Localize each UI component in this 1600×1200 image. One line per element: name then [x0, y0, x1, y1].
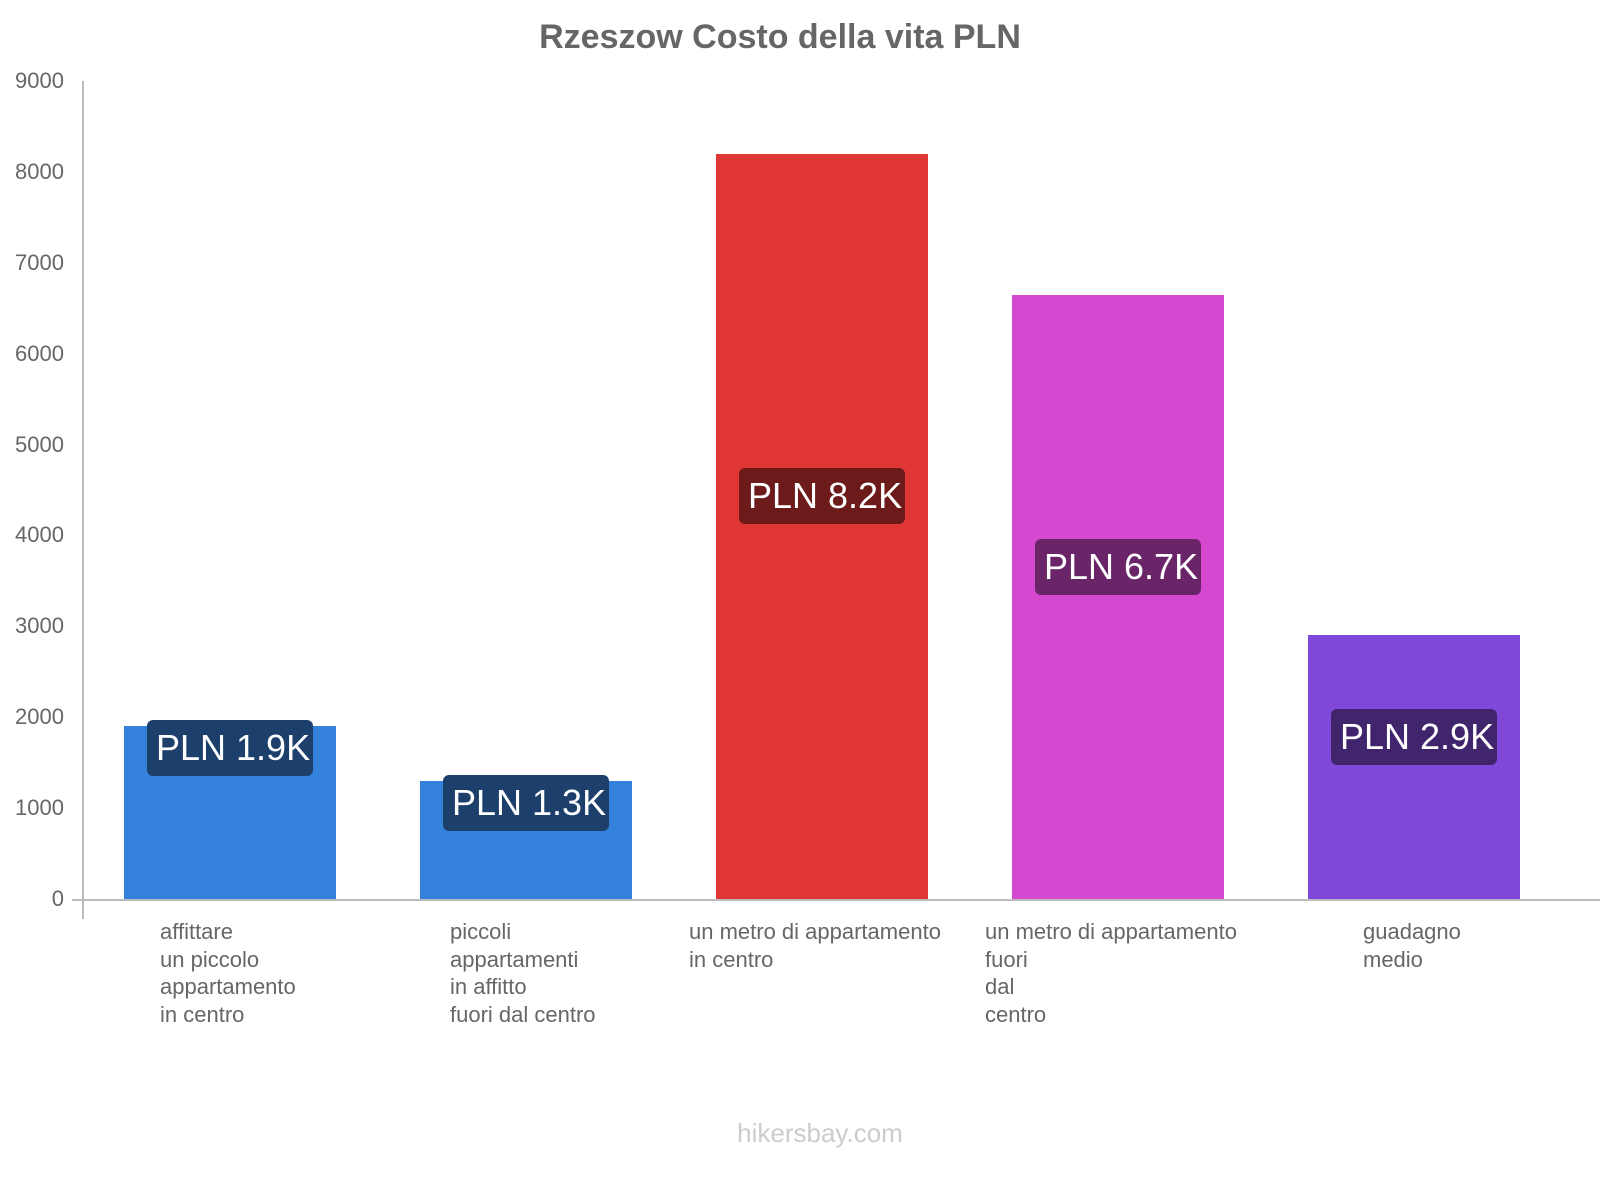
x-category-label: un metro di appartamento in centro — [689, 918, 941, 973]
chart-title: Rzeszow Costo della vita PLN — [539, 18, 1021, 56]
y-tick-label: 1000 — [15, 795, 64, 821]
x-category-label-line: centro — [985, 1001, 1047, 1027]
x-category-label: piccoli appartamenti in affitto fuori dal c… — [450, 918, 596, 1028]
x-category-label-line: un metro di appartamento — [689, 919, 941, 944]
y-tick-label: 9000 — [15, 68, 64, 93]
x-category-label-line: affittare — [160, 919, 233, 944]
y-tick-label: 5000 — [15, 431, 64, 457]
value-badge: PLN 1.3K — [443, 774, 609, 831]
x-category-label-line: in centro — [160, 1001, 245, 1027]
value-badge: PLN 1.9K — [147, 720, 313, 777]
y-tick-label: 2000 — [15, 704, 64, 730]
x-category-label-line: medio — [1363, 946, 1423, 972]
y-tick-label: 6000 — [15, 340, 64, 366]
value-badge: PLN 8.2K — [739, 468, 905, 525]
y-axis-line — [82, 81, 84, 919]
x-category-label-line: dal — [985, 974, 1015, 999]
x-category-label-line: in centro — [689, 946, 774, 972]
x-axis-line — [72, 899, 1600, 901]
x-category-label-line: appartamenti — [450, 946, 579, 972]
y-tick-label: 0 — [51, 886, 64, 911]
value-badge: PLN 6.7K — [1035, 538, 1201, 595]
x-category-label: affittare un piccolo appartamento in centro — [160, 918, 296, 1028]
bar[interactable] — [1012, 294, 1224, 899]
bar[interactable] — [716, 153, 928, 899]
bar[interactable] — [1308, 635, 1520, 899]
x-category-label-line: fuori dal centro — [450, 1001, 596, 1027]
y-tick-label: 4000 — [15, 522, 64, 548]
watermark: hikersbay.com — [737, 1118, 903, 1148]
y-tick-label: 3000 — [15, 613, 64, 639]
y-tick-label: 8000 — [15, 158, 64, 184]
x-category-label-line: fuori — [985, 946, 1028, 972]
x-category-label-line: un metro di appartamento — [985, 919, 1237, 944]
y-tick-label: 7000 — [15, 249, 64, 275]
x-category-label: guadagno medio — [1363, 918, 1461, 973]
x-category-label-line: guadagno — [1363, 919, 1461, 944]
x-category-label-line: appartamento — [160, 974, 296, 999]
x-category-label-line: in affitto — [450, 974, 527, 999]
x-category-label-line: piccoli — [450, 919, 512, 944]
x-category-label-line: un piccolo — [160, 946, 260, 972]
x-category-label: un metro di appartamento fuori dal centro — [985, 918, 1237, 1028]
value-badge: PLN 2.9K — [1331, 709, 1497, 766]
